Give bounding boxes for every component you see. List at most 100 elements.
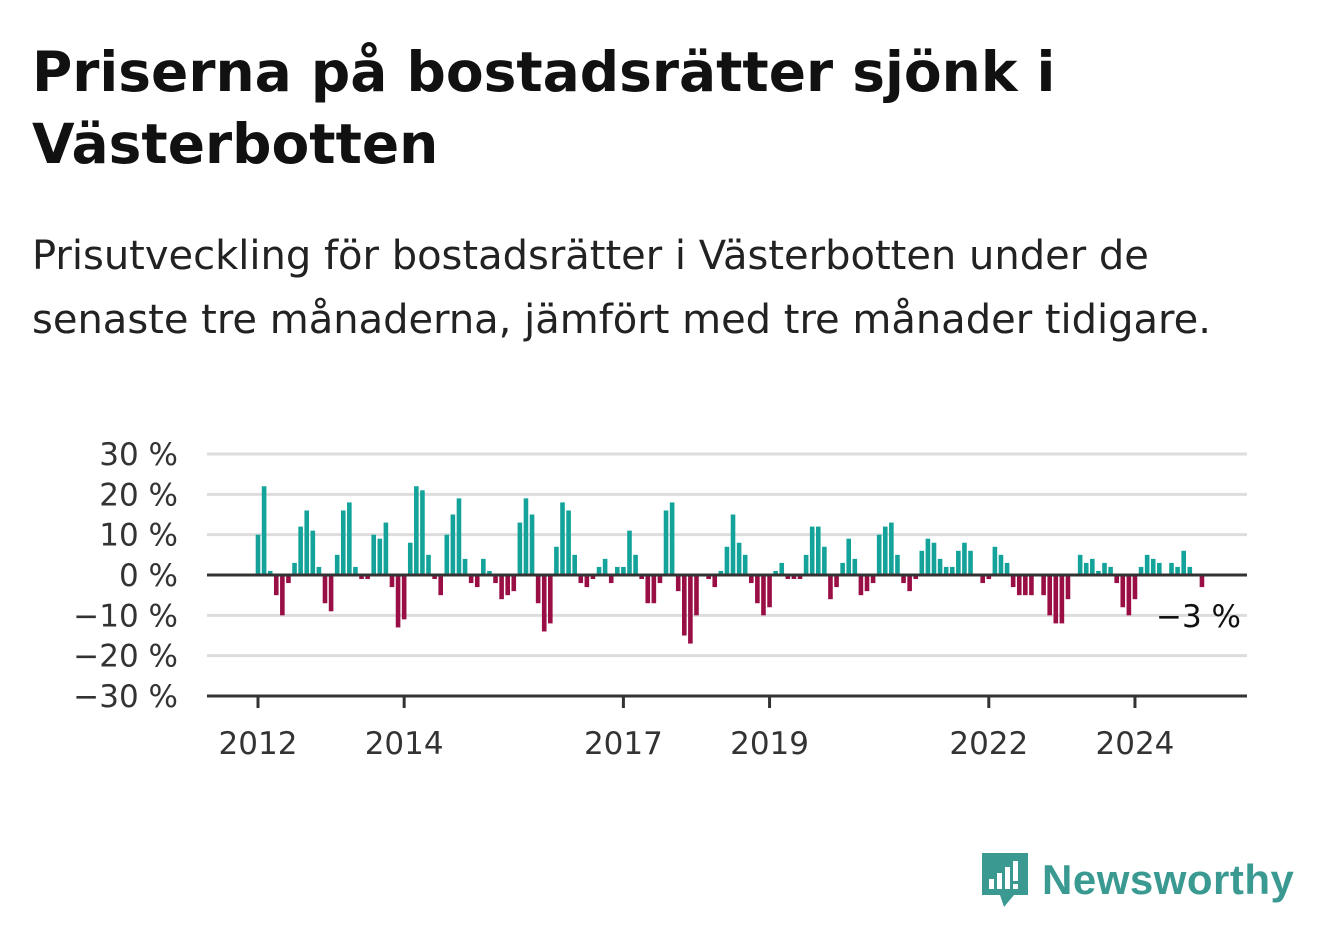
bar [298, 526, 303, 575]
bar [1157, 562, 1162, 575]
bar [779, 562, 785, 575]
bar [937, 558, 943, 575]
bar [286, 575, 291, 584]
last-value-label: −3 % [1156, 599, 1241, 635]
bar [334, 554, 340, 575]
bar [956, 550, 961, 575]
bar [1090, 558, 1095, 575]
bar [627, 530, 632, 575]
bar [554, 546, 559, 575]
bar [261, 486, 267, 575]
bar [803, 554, 809, 575]
bar [347, 502, 352, 575]
bar [748, 575, 754, 584]
bar [761, 575, 766, 616]
bar [943, 566, 949, 575]
bar [414, 486, 419, 575]
bar [1016, 575, 1022, 596]
bar [1029, 575, 1034, 596]
y-tick-label: −20 % [73, 639, 178, 675]
gridlines [207, 452, 1247, 658]
bar [895, 554, 900, 575]
bar [980, 575, 986, 584]
bar [596, 566, 602, 575]
y-axis-labels: 30 % 20 % 10 % 0 % −10 % −20 % −30 % [73, 437, 178, 715]
bar [736, 542, 742, 575]
x-tick-label: 2012 [219, 726, 298, 762]
axes [207, 573, 1247, 708]
bar [328, 575, 334, 612]
bar [407, 542, 413, 575]
bar [822, 546, 827, 575]
bar [706, 575, 711, 580]
bar [1004, 562, 1010, 575]
bar [377, 538, 383, 575]
y-tick-label: −30 % [73, 679, 178, 715]
bar [730, 514, 736, 575]
bar [682, 575, 687, 636]
bar [292, 562, 297, 575]
bar [505, 575, 510, 596]
bar-chart: 30 %20 %10 %0 %−10 %−20 %−30 % 2012 2014 2… [73, 437, 1247, 762]
bar [645, 575, 651, 604]
bar [548, 575, 553, 624]
bar [882, 526, 888, 575]
bar [572, 554, 577, 575]
bar [742, 554, 748, 575]
bar [456, 498, 462, 575]
bar [1041, 575, 1046, 596]
bar [834, 575, 839, 588]
bar [925, 538, 931, 575]
bar [1102, 562, 1107, 575]
bar [919, 550, 925, 575]
bar [420, 490, 425, 575]
newsworthy-logo: Newsworthy [980, 850, 1294, 910]
bar [1077, 554, 1083, 575]
bar [1096, 570, 1101, 575]
bar [767, 575, 772, 608]
bar [675, 575, 681, 592]
bar [913, 575, 919, 580]
bar [1065, 575, 1071, 600]
bar [907, 575, 912, 592]
bar [401, 575, 407, 620]
bar [395, 575, 401, 628]
bar [1059, 575, 1065, 624]
bar [621, 566, 626, 575]
bar [615, 566, 620, 575]
bar [1144, 554, 1150, 575]
bar [949, 566, 955, 575]
bar [992, 546, 998, 575]
bar [1114, 575, 1119, 584]
bar [1010, 575, 1016, 588]
bar [590, 575, 596, 580]
bar [389, 575, 395, 588]
bar [316, 566, 322, 575]
bar [468, 575, 474, 584]
bar [340, 510, 346, 575]
bar [785, 575, 791, 580]
bar [1120, 575, 1126, 608]
bar [444, 534, 450, 575]
bar [578, 575, 584, 584]
bar [1169, 562, 1174, 575]
bar [541, 575, 547, 632]
bar [968, 550, 973, 575]
bar [426, 554, 431, 575]
bar [365, 575, 370, 580]
bar [633, 554, 638, 575]
bar [535, 575, 541, 604]
bars [255, 486, 1205, 644]
bar [322, 575, 328, 604]
bar [432, 575, 437, 580]
bar [438, 575, 443, 596]
bar [846, 538, 852, 575]
bar [809, 526, 815, 575]
bar [493, 575, 498, 584]
bar [481, 558, 486, 575]
x-tick-label: 2017 [584, 726, 663, 762]
bar [815, 526, 821, 575]
bar [584, 575, 590, 588]
bar [267, 570, 273, 575]
bar [712, 575, 718, 588]
